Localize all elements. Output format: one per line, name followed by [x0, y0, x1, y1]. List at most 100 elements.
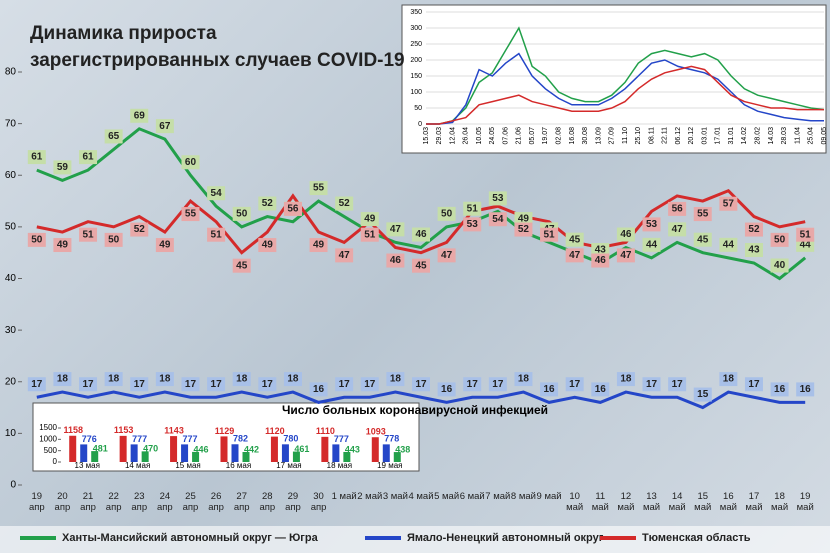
data-label-box — [27, 150, 46, 165]
data-label-box — [770, 382, 789, 397]
data-label-box — [719, 372, 738, 387]
data-label: 17 — [646, 379, 658, 390]
data-label-box — [130, 377, 149, 392]
x-tick-label: 16.08 — [569, 127, 576, 145]
data-label: 481 — [93, 443, 108, 453]
data-label-box — [79, 150, 98, 165]
x-tick-label: 16 май — [719, 491, 737, 513]
data-label: 1110 — [316, 426, 335, 436]
data-label: 17 — [262, 379, 274, 390]
x-tick-label: 15 май — [694, 491, 712, 513]
data-label-box — [155, 119, 174, 134]
data-label: 50 — [108, 235, 120, 246]
data-label-box — [488, 377, 507, 392]
series-line — [426, 26, 825, 125]
data-label: 777 — [132, 434, 147, 444]
data-label-box — [668, 201, 687, 216]
data-label-box — [565, 248, 584, 263]
bar — [170, 436, 178, 462]
data-label-box — [360, 212, 379, 227]
x-tick-label: 5 май — [434, 491, 460, 502]
inset-title: Число больных коронавирусной инфекцией — [282, 403, 548, 417]
data-label-box — [514, 222, 533, 237]
data-label: 57 — [723, 198, 735, 209]
data-label: 442 — [244, 444, 259, 454]
data-label: 44 — [800, 239, 812, 250]
x-tick-label: 28 апр — [259, 491, 276, 513]
data-label-box — [386, 222, 405, 237]
data-label-box — [207, 227, 226, 242]
data-label: 50 — [31, 235, 43, 246]
data-label: 18 — [159, 374, 171, 385]
x-tick-label: 08.11 — [648, 127, 655, 144]
data-label: 17 — [364, 379, 376, 390]
data-label: 61 — [82, 152, 94, 163]
data-label-box — [130, 108, 149, 123]
data-label-box — [360, 227, 379, 242]
x-tick-label: 25 апр — [182, 491, 199, 513]
y-tick-label: 350 — [410, 9, 422, 16]
y-tick-label: 100 — [410, 89, 422, 96]
data-label-box — [27, 377, 46, 392]
data-label: 50 — [236, 209, 248, 220]
data-label-box — [258, 196, 277, 211]
y-tick-label: 40 — [5, 273, 17, 284]
data-label-box — [616, 248, 635, 263]
data-label-box — [693, 387, 712, 402]
data-label: 17 — [339, 379, 351, 390]
data-label-box — [591, 382, 610, 397]
data-label-box — [79, 377, 98, 392]
bar — [192, 451, 200, 462]
data-label: 1158 — [63, 425, 83, 435]
data-label-box — [744, 222, 763, 237]
y-tick-label: 80 — [5, 67, 17, 78]
data-label: 782 — [233, 434, 248, 444]
x-tick-label: 07.06 — [502, 127, 509, 145]
x-tick-label: 28.03 — [781, 127, 788, 145]
data-label: 49 — [262, 240, 274, 251]
data-label-box — [335, 377, 354, 392]
data-label: 52 — [748, 224, 760, 235]
data-label-box — [616, 372, 635, 387]
data-label: 18 — [723, 374, 735, 385]
legend-label: Ханты-Мансийский автономный округ — Югра — [62, 532, 319, 544]
x-tick-label: 15 мая — [175, 461, 200, 470]
x-tick-label: 10.05 — [476, 127, 483, 145]
data-label-box — [744, 243, 763, 258]
data-label-box — [642, 237, 661, 252]
data-label: 18 — [57, 374, 69, 385]
data-label: 443 — [345, 444, 360, 454]
data-label-box — [104, 232, 123, 247]
bar — [292, 451, 300, 462]
data-label: 1153 — [114, 425, 134, 435]
data-label-box — [335, 196, 354, 211]
x-tick-label: 24 апр — [157, 491, 173, 513]
x-tick-label: 12 май — [617, 491, 635, 513]
x-tick-label: 29 апр — [285, 491, 301, 513]
y-tick-label: 300 — [410, 25, 422, 32]
data-label: 44 — [646, 239, 658, 250]
data-label: 45 — [236, 260, 248, 271]
data-label: 50 — [441, 209, 453, 220]
data-label: 461 — [294, 444, 309, 454]
data-label: 40 — [774, 260, 786, 271]
data-label: 17 — [492, 379, 504, 390]
data-label: 54 — [211, 188, 223, 199]
x-tick-label: 4 май — [408, 491, 434, 502]
bar — [181, 444, 189, 462]
y-tick-label: 1500 — [39, 423, 57, 432]
x-tick-label: 9 май — [536, 491, 562, 502]
bar — [231, 444, 239, 462]
x-tick-label: 13 мая — [75, 461, 100, 470]
bar — [332, 444, 340, 462]
x-tick-label: 25.04 — [808, 127, 815, 145]
data-label: 49 — [313, 240, 325, 251]
data-label: 59 — [57, 162, 69, 173]
data-label: 51 — [364, 229, 376, 240]
x-tick-label: 29.03 — [436, 127, 443, 145]
x-tick-label: 10 май — [566, 491, 584, 513]
data-label-box — [796, 227, 815, 242]
data-label: 50 — [774, 235, 786, 246]
data-label-box — [283, 201, 302, 216]
data-label: 47 — [339, 250, 351, 261]
